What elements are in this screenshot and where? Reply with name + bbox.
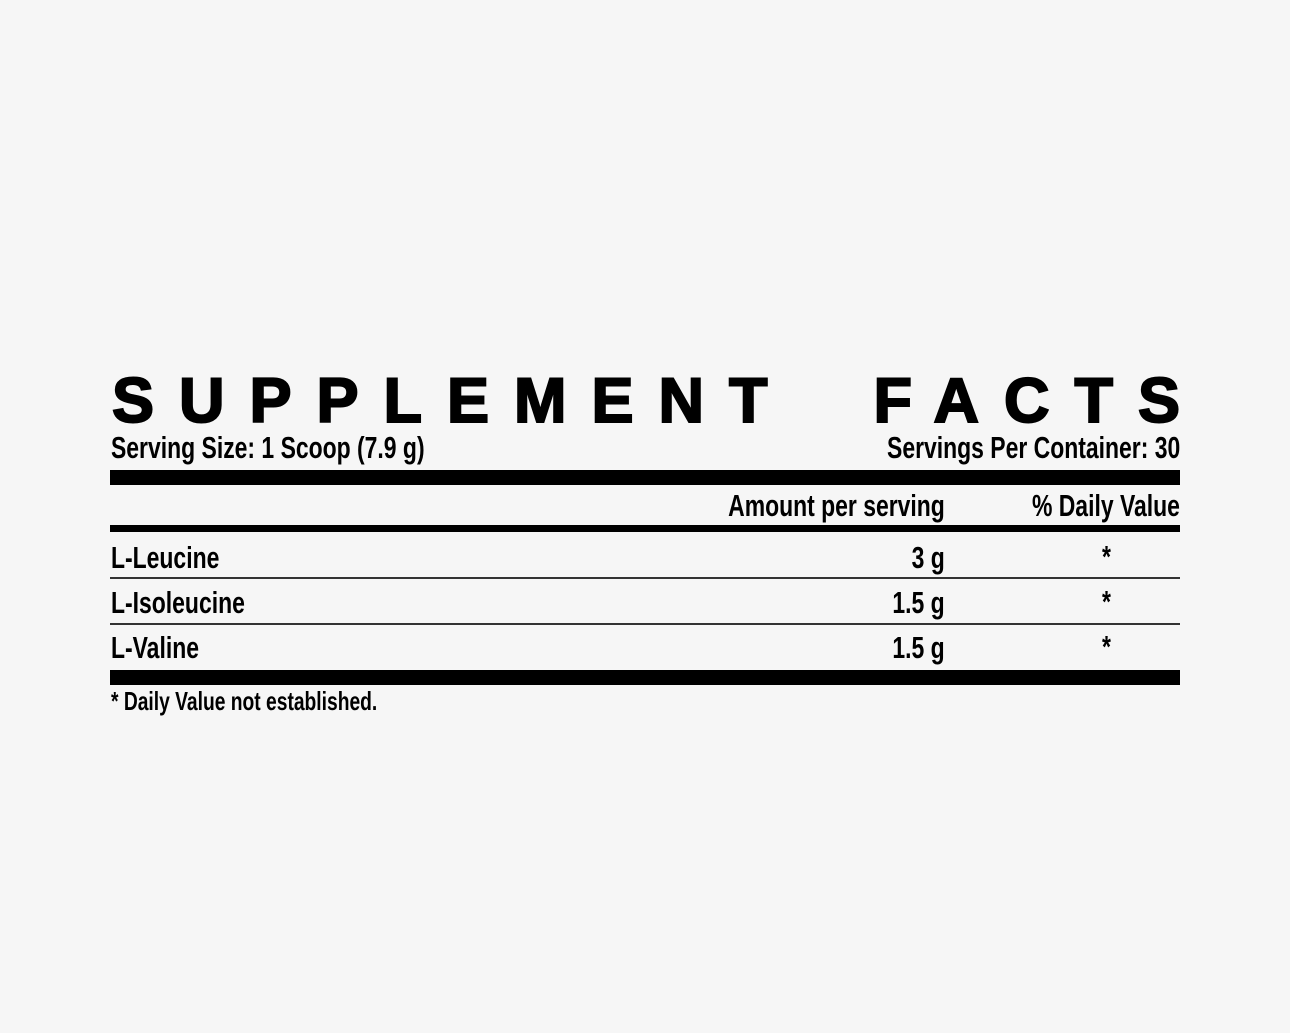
ingredient-dv: * — [1102, 629, 1111, 664]
row-divider — [110, 577, 1180, 579]
ingredient-name: L-Valine — [111, 630, 199, 665]
ingredient-name: L-Leucine — [111, 540, 220, 575]
ingredient-amount: 1.5 g — [892, 585, 945, 620]
title-supplement: SUPPLEMENT — [111, 366, 793, 436]
amount-header: Amount per serving — [728, 488, 945, 523]
ingredient-name: L-Isoleucine — [111, 585, 245, 620]
header-divider — [110, 525, 1180, 532]
thick-divider — [110, 470, 1180, 485]
row-divider — [110, 623, 1180, 625]
bottom-thick-divider — [110, 670, 1180, 685]
ingredient-dv: * — [1102, 584, 1111, 619]
ingredient-amount: 3 g — [911, 540, 945, 575]
servings-per-container: Servings Per Container: 30 — [886, 430, 1180, 465]
ingredient-dv: * — [1102, 539, 1111, 574]
footnote: * Daily Value not established. — [111, 686, 378, 716]
serving-size: Serving Size: 1 Scoop (7.9 g) — [111, 430, 425, 465]
title-facts: FACTS — [872, 366, 1205, 436]
daily-value-header: % Daily Value — [1032, 488, 1180, 523]
ingredient-amount: 1.5 g — [892, 630, 945, 665]
